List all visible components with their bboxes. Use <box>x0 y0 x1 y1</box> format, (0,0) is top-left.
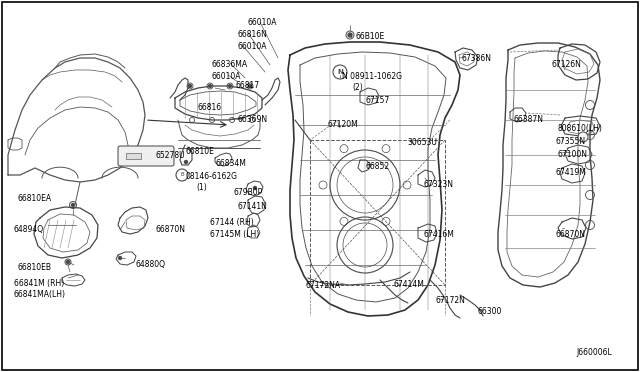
FancyBboxPatch shape <box>118 146 174 166</box>
Text: 66369N: 66369N <box>237 115 267 124</box>
Text: 66834M: 66834M <box>215 159 246 168</box>
Circle shape <box>118 257 122 260</box>
Text: 808610(LH): 808610(LH) <box>558 124 603 133</box>
Text: 64894Q: 64894Q <box>14 225 44 234</box>
Text: 30653U: 30653U <box>407 138 437 147</box>
Text: 66817: 66817 <box>235 81 259 90</box>
Circle shape <box>578 132 588 142</box>
Text: 67414M: 67414M <box>393 280 424 289</box>
Text: 64880Q: 64880Q <box>135 260 165 269</box>
Text: 67386N: 67386N <box>462 54 492 63</box>
Text: 679B0P: 679B0P <box>233 188 262 197</box>
Text: 67120M: 67120M <box>327 120 358 129</box>
Circle shape <box>248 84 252 87</box>
Bar <box>126 153 141 159</box>
Text: 67157: 67157 <box>365 96 389 105</box>
Circle shape <box>184 160 188 164</box>
Text: 66870N: 66870N <box>155 225 185 234</box>
Text: J660006L: J660006L <box>576 348 612 357</box>
Text: 66810EA: 66810EA <box>18 194 52 203</box>
Circle shape <box>209 84 211 87</box>
Text: 67172NA: 67172NA <box>306 281 341 290</box>
Text: 67141N: 67141N <box>237 202 267 211</box>
Text: 67355N: 67355N <box>556 137 586 146</box>
Text: B: B <box>180 173 184 177</box>
Text: 08146-6162G: 08146-6162G <box>185 172 237 181</box>
Text: 66841M (RH): 66841M (RH) <box>14 279 64 288</box>
Circle shape <box>189 84 191 87</box>
Text: 67100N: 67100N <box>558 150 588 159</box>
Text: 67126N: 67126N <box>552 60 582 69</box>
Text: 67323N: 67323N <box>424 180 454 189</box>
Text: 67416M: 67416M <box>423 230 454 239</box>
Text: 66816: 66816 <box>197 103 221 112</box>
Text: 66300: 66300 <box>477 307 501 316</box>
Text: (2): (2) <box>352 83 363 92</box>
Text: 66387N: 66387N <box>514 115 544 124</box>
Text: 65278U: 65278U <box>155 151 184 160</box>
Text: 67419M: 67419M <box>556 168 587 177</box>
Text: 67172N: 67172N <box>435 296 465 305</box>
Text: 67144 (RH): 67144 (RH) <box>210 218 253 227</box>
Text: 67145M (LH): 67145M (LH) <box>210 230 259 239</box>
Circle shape <box>228 84 232 87</box>
Circle shape <box>67 260 70 263</box>
Text: (1): (1) <box>196 183 207 192</box>
Text: 66870N: 66870N <box>556 230 586 239</box>
Text: 66010A: 66010A <box>248 18 278 27</box>
Text: 66B10E: 66B10E <box>355 32 384 41</box>
Text: 66816N: 66816N <box>238 30 268 39</box>
Circle shape <box>72 203 74 206</box>
Circle shape <box>348 33 352 37</box>
Bar <box>310 140 445 285</box>
Text: 66010A: 66010A <box>238 42 268 51</box>
Text: 66810E: 66810E <box>185 147 214 156</box>
Text: 66841MA(LH): 66841MA(LH) <box>14 290 66 299</box>
Circle shape <box>253 186 257 189</box>
Text: 66810EB: 66810EB <box>18 263 52 272</box>
Text: 66852: 66852 <box>365 162 389 171</box>
Text: 66010A: 66010A <box>212 72 241 81</box>
Text: N: N <box>337 69 343 75</box>
Text: N 08911-1062G: N 08911-1062G <box>342 72 402 81</box>
Text: 66836MA: 66836MA <box>212 60 248 69</box>
Circle shape <box>138 154 143 158</box>
